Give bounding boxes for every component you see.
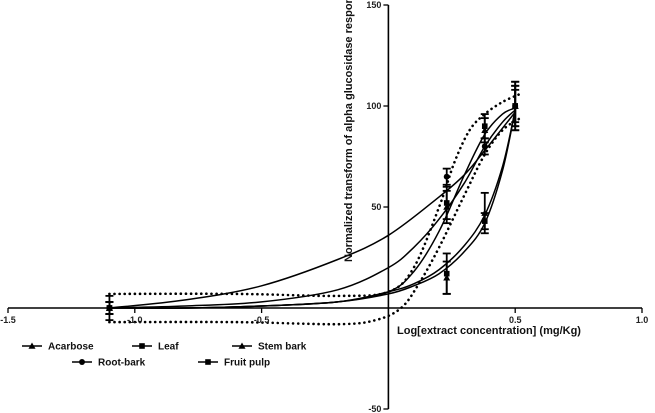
fit-curve-stem-bark (109, 109, 516, 309)
data-points (105, 80, 520, 322)
x-tick-label: -1.5 (0, 315, 16, 325)
root-bark-point (481, 143, 488, 150)
fit-curve-fruit-pulp-dotted (108, 116, 522, 326)
fruit-pulp-point (106, 305, 113, 311)
x-tick-label: 1.0 (636, 315, 649, 325)
y-axis-label: Normalized transform of alpha glucosidas… (343, 0, 355, 262)
legend-item: Leaf (132, 342, 179, 353)
legend-marker (79, 359, 85, 365)
x-tick-label: -1.0 (127, 315, 143, 325)
stem-bark-point (443, 274, 451, 281)
y-tick-label: 50 (371, 202, 381, 212)
legend-marker (139, 343, 145, 349)
fit-curve-fruit-pulp (109, 107, 516, 309)
fit-curve-leaf (109, 109, 516, 309)
fit-curve-root-bark (109, 111, 516, 309)
root-bark-point (443, 173, 450, 180)
legend: Acarbose Leaf Stem bark Root-bark Fruit pulp (22, 342, 307, 369)
legend-label: Leaf (158, 342, 179, 353)
legend-item: Fruit pulp (198, 358, 270, 369)
fit-curves (108, 92, 522, 326)
legend-label: Acarbose (48, 342, 94, 353)
legend-label: Stem bark (258, 342, 307, 353)
legend-marker (205, 359, 211, 365)
fruit-pulp-point (512, 103, 518, 109)
legend-label: Root-bark (98, 358, 146, 369)
x-tick-label: -0.5 (254, 315, 270, 325)
x-axis-label: Log[extract concentration] (mg/Kg) (397, 325, 581, 337)
stem-bark-point (481, 209, 489, 216)
x-tick-label: 0.5 (509, 315, 522, 325)
legend-label: Fruit pulp (224, 358, 270, 369)
fit-curve-acarbose (109, 109, 516, 309)
legend-item: Acarbose (22, 342, 94, 353)
fit-curve-fruit-pulp-dotted (108, 92, 522, 298)
legend-marker (28, 342, 36, 349)
fruit-pulp-point (481, 123, 488, 129)
y-tick-label: 100 (366, 101, 381, 111)
legend-item: Stem bark (232, 342, 307, 353)
fruit-pulp-point (443, 200, 450, 206)
axes (7, 4, 643, 410)
y-tick-label: 150 (366, 0, 381, 10)
y-tick-label: -50 (368, 404, 381, 413)
legend-marker (238, 342, 246, 349)
legend-item: Root-bark (72, 358, 146, 369)
